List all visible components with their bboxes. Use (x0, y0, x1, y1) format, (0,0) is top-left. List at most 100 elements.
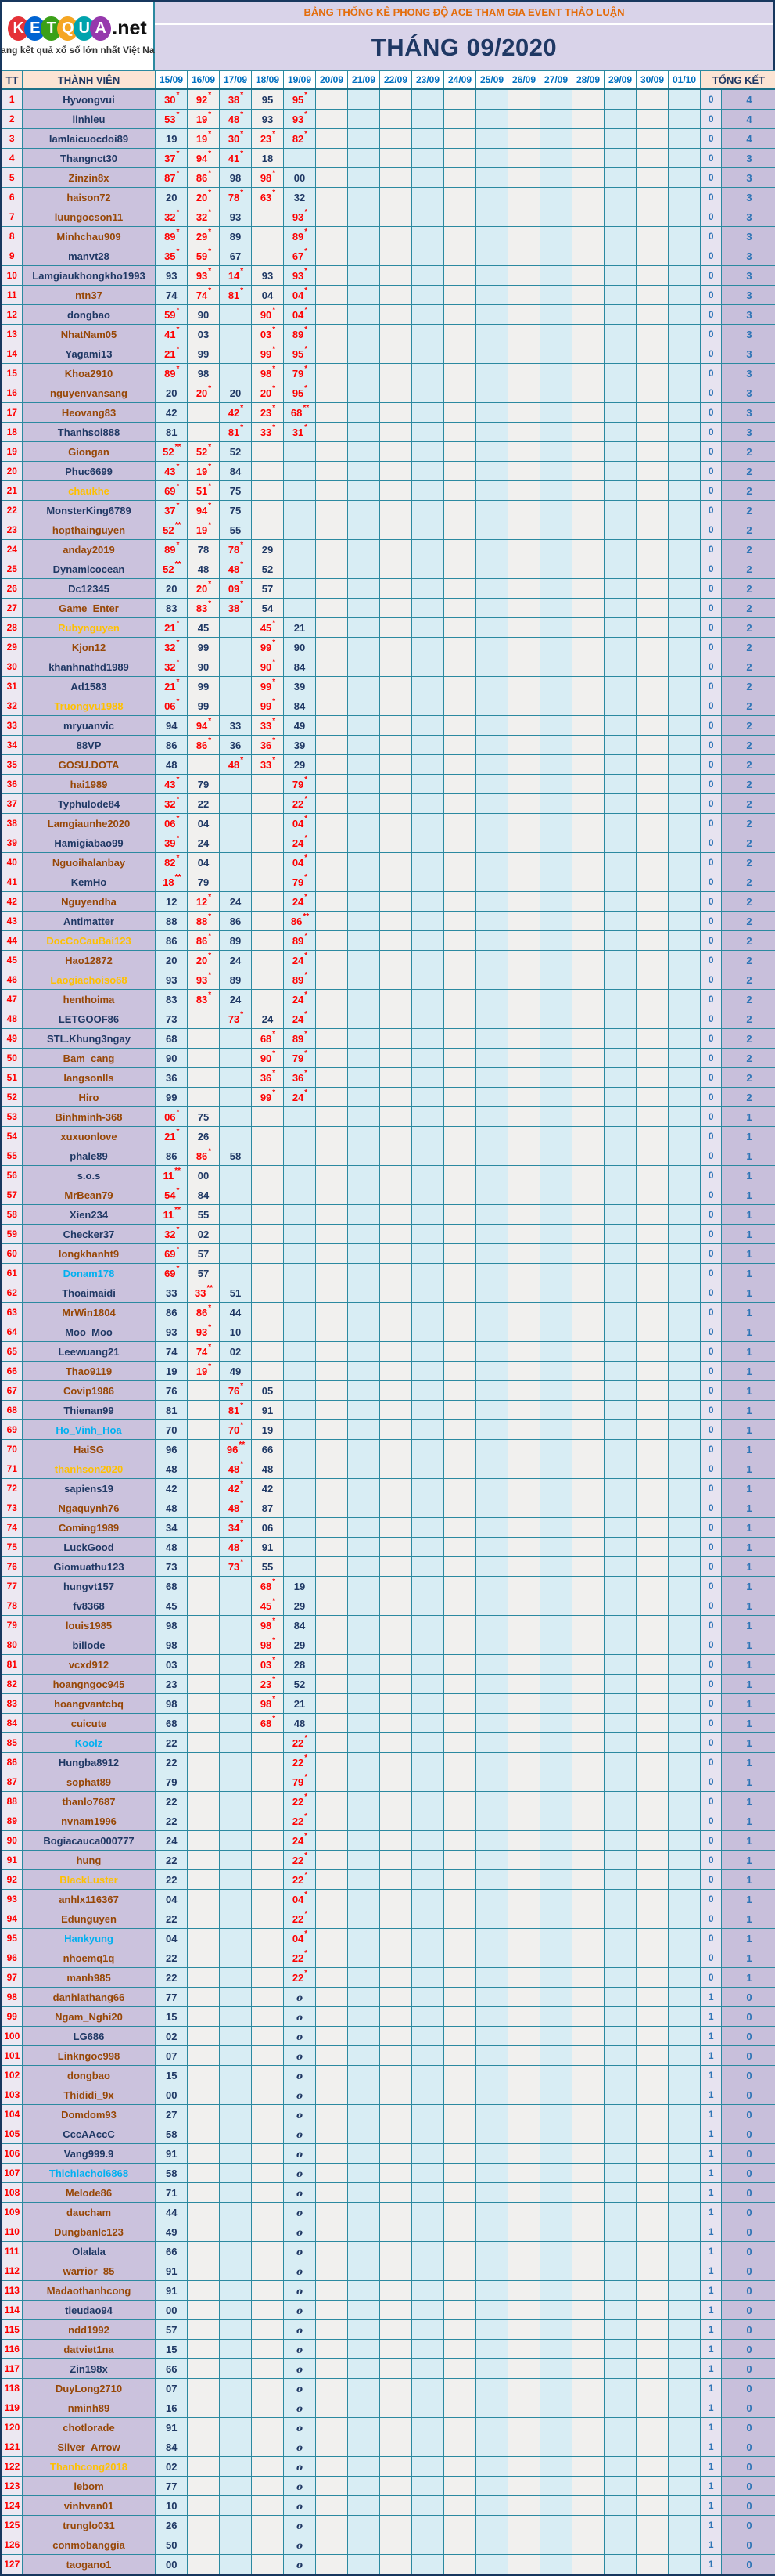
score-cell (347, 2143, 380, 2164)
score-cell (572, 2339, 605, 2359)
score-cell: 93* (187, 265, 220, 286)
score-cell: 04 (187, 813, 220, 833)
score-cell (636, 2045, 669, 2066)
score-cell (347, 989, 380, 1009)
score-cell (411, 970, 444, 990)
table-row: 29 Kjon12 32* 99 99* 90 0 2 (2, 637, 775, 657)
total-count-cell: 2 (720, 735, 775, 755)
score-cell (604, 1263, 637, 1283)
score-cell: 79* (283, 1772, 316, 1792)
score-cell (475, 1850, 508, 1870)
member-name: luungocson11 (21, 207, 156, 227)
total-miss-cell: 1 (699, 2124, 722, 2144)
score-cell (636, 1478, 669, 1498)
score-cell (251, 2378, 284, 2398)
score-cell (540, 2476, 572, 2496)
score-cell (411, 637, 444, 657)
score-cell: o (283, 2417, 316, 2437)
score-cell (443, 1459, 476, 1479)
score-cell (219, 617, 252, 638)
total-miss-cell: 0 (699, 304, 722, 325)
total-miss-cell: 0 (699, 930, 722, 951)
score-cell: 51* (187, 480, 220, 501)
score-cell (636, 2554, 669, 2574)
score-cell (604, 2456, 637, 2477)
score-cell (347, 1106, 380, 1127)
score-cell (315, 500, 348, 520)
score-cell (475, 148, 508, 168)
score-cell (604, 1478, 637, 1498)
score-cell (475, 1537, 508, 1557)
score-cell (508, 1263, 540, 1283)
score-cell (540, 1537, 572, 1557)
score-cell (475, 2456, 508, 2477)
score-cell (251, 1204, 284, 1225)
score-cell (668, 285, 701, 305)
score-cell (636, 676, 669, 696)
score-cell (475, 1732, 508, 1753)
score-cell (636, 1439, 669, 1459)
member-name: Thao9119 (21, 1361, 156, 1381)
member-name: Ad1583 (21, 676, 156, 696)
score-cell (508, 1752, 540, 1772)
score-cell (572, 2417, 605, 2437)
score-cell (283, 1459, 316, 1479)
score-cell (219, 1263, 252, 1283)
score-cell (604, 696, 637, 716)
score-cell (219, 1028, 252, 1049)
total-count-cell: 1 (720, 1948, 775, 1968)
score-cell (604, 520, 637, 540)
score-cell (315, 578, 348, 599)
member-name: Thangnct30 (21, 148, 156, 168)
score-cell (540, 1615, 572, 1635)
score-cell (347, 285, 380, 305)
total-miss-cell: 1 (699, 2378, 722, 2398)
table-row: 77 hungvt157 68 68* 19 0 1 (2, 1576, 775, 1596)
member-name: nguyenvansang (21, 383, 156, 403)
score-cell (604, 2535, 637, 2555)
score-cell (251, 1811, 284, 1831)
score-cell (540, 891, 572, 912)
score-cell (668, 1635, 701, 1655)
score-cell (668, 989, 701, 1009)
score-cell: o (283, 2065, 316, 2085)
score-cell (668, 1322, 701, 1342)
score-cell (508, 2065, 540, 2085)
score-cell (251, 2202, 284, 2222)
score-cell (636, 2339, 669, 2359)
score-cell (187, 1380, 220, 1401)
member-name: Yagami13 (21, 344, 156, 364)
score-cell (347, 1067, 380, 1088)
score-cell (572, 1341, 605, 1362)
score-cell (604, 1380, 637, 1401)
score-cell (604, 1576, 637, 1596)
score-cell (508, 1419, 540, 1440)
score-cell: 89* (283, 930, 316, 951)
score-cell (668, 1713, 701, 1733)
score-cell (636, 1009, 669, 1029)
score-cell: 92* (187, 88, 220, 110)
score-cell: 68* (251, 1576, 284, 1596)
member-name: lebom (21, 2476, 156, 2496)
score-cell (411, 1302, 444, 1322)
score-cell (636, 1224, 669, 1244)
total-count-cell: 4 (720, 109, 775, 129)
row-number: 112 (2, 2261, 23, 2281)
total-miss-cell: 0 (699, 207, 722, 227)
score-cell (443, 774, 476, 794)
score-cell (604, 676, 637, 696)
member-name: Hao12872 (21, 950, 156, 970)
total-miss-cell: 0 (699, 1165, 722, 1185)
score-cell (251, 1224, 284, 1244)
table-row: 72 sapiens19 42 42* 42 0 1 (2, 1478, 775, 1498)
total-count-cell: 0 (720, 2300, 775, 2320)
total-miss-cell: 0 (699, 1928, 722, 1948)
score-cell (443, 1146, 476, 1166)
score-cell (443, 1067, 476, 1088)
score-cell (379, 2358, 412, 2379)
score-cell (379, 1165, 412, 1185)
member-name: hungvt157 (21, 1576, 156, 1596)
total-miss-cell: 1 (699, 2398, 722, 2418)
score-cell (604, 1674, 637, 1694)
score-cell: 45 (187, 617, 220, 638)
